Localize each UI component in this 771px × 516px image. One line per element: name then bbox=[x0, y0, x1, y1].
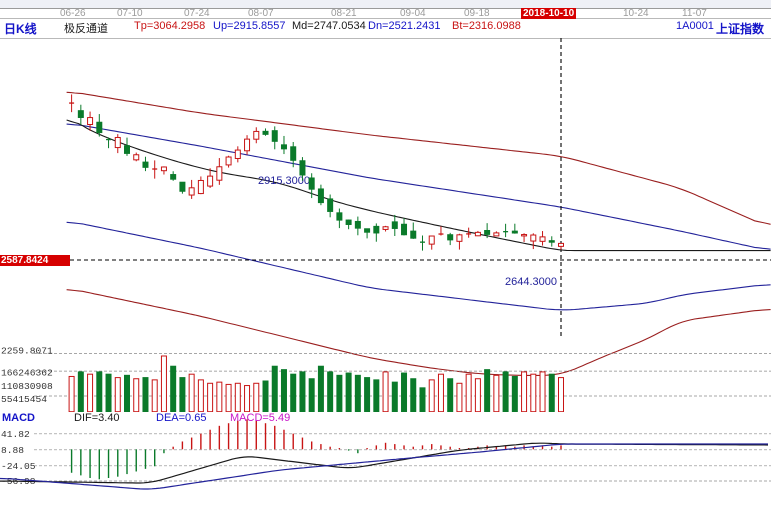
svg-text:DIF=3.40: DIF=3.40 bbox=[74, 412, 120, 424]
svg-text:-24.05: -24.05 bbox=[1, 461, 36, 472]
svg-text:MACD: MACD bbox=[2, 412, 35, 424]
svg-text:55415454: 55415454 bbox=[1, 394, 47, 405]
svg-text:DEA=0.65: DEA=0.65 bbox=[156, 412, 206, 424]
svg-text:2259.8071: 2259.8071 bbox=[1, 346, 53, 357]
svg-text:166246362: 166246362 bbox=[1, 368, 53, 379]
svg-text:110830908: 110830908 bbox=[1, 381, 53, 392]
svg-text:MACD=5.49: MACD=5.49 bbox=[230, 412, 290, 424]
svg-text:2644.3000: 2644.3000 bbox=[505, 276, 557, 288]
svg-text:8.88: 8.88 bbox=[1, 445, 24, 456]
svg-text:41.82: 41.82 bbox=[1, 429, 30, 440]
